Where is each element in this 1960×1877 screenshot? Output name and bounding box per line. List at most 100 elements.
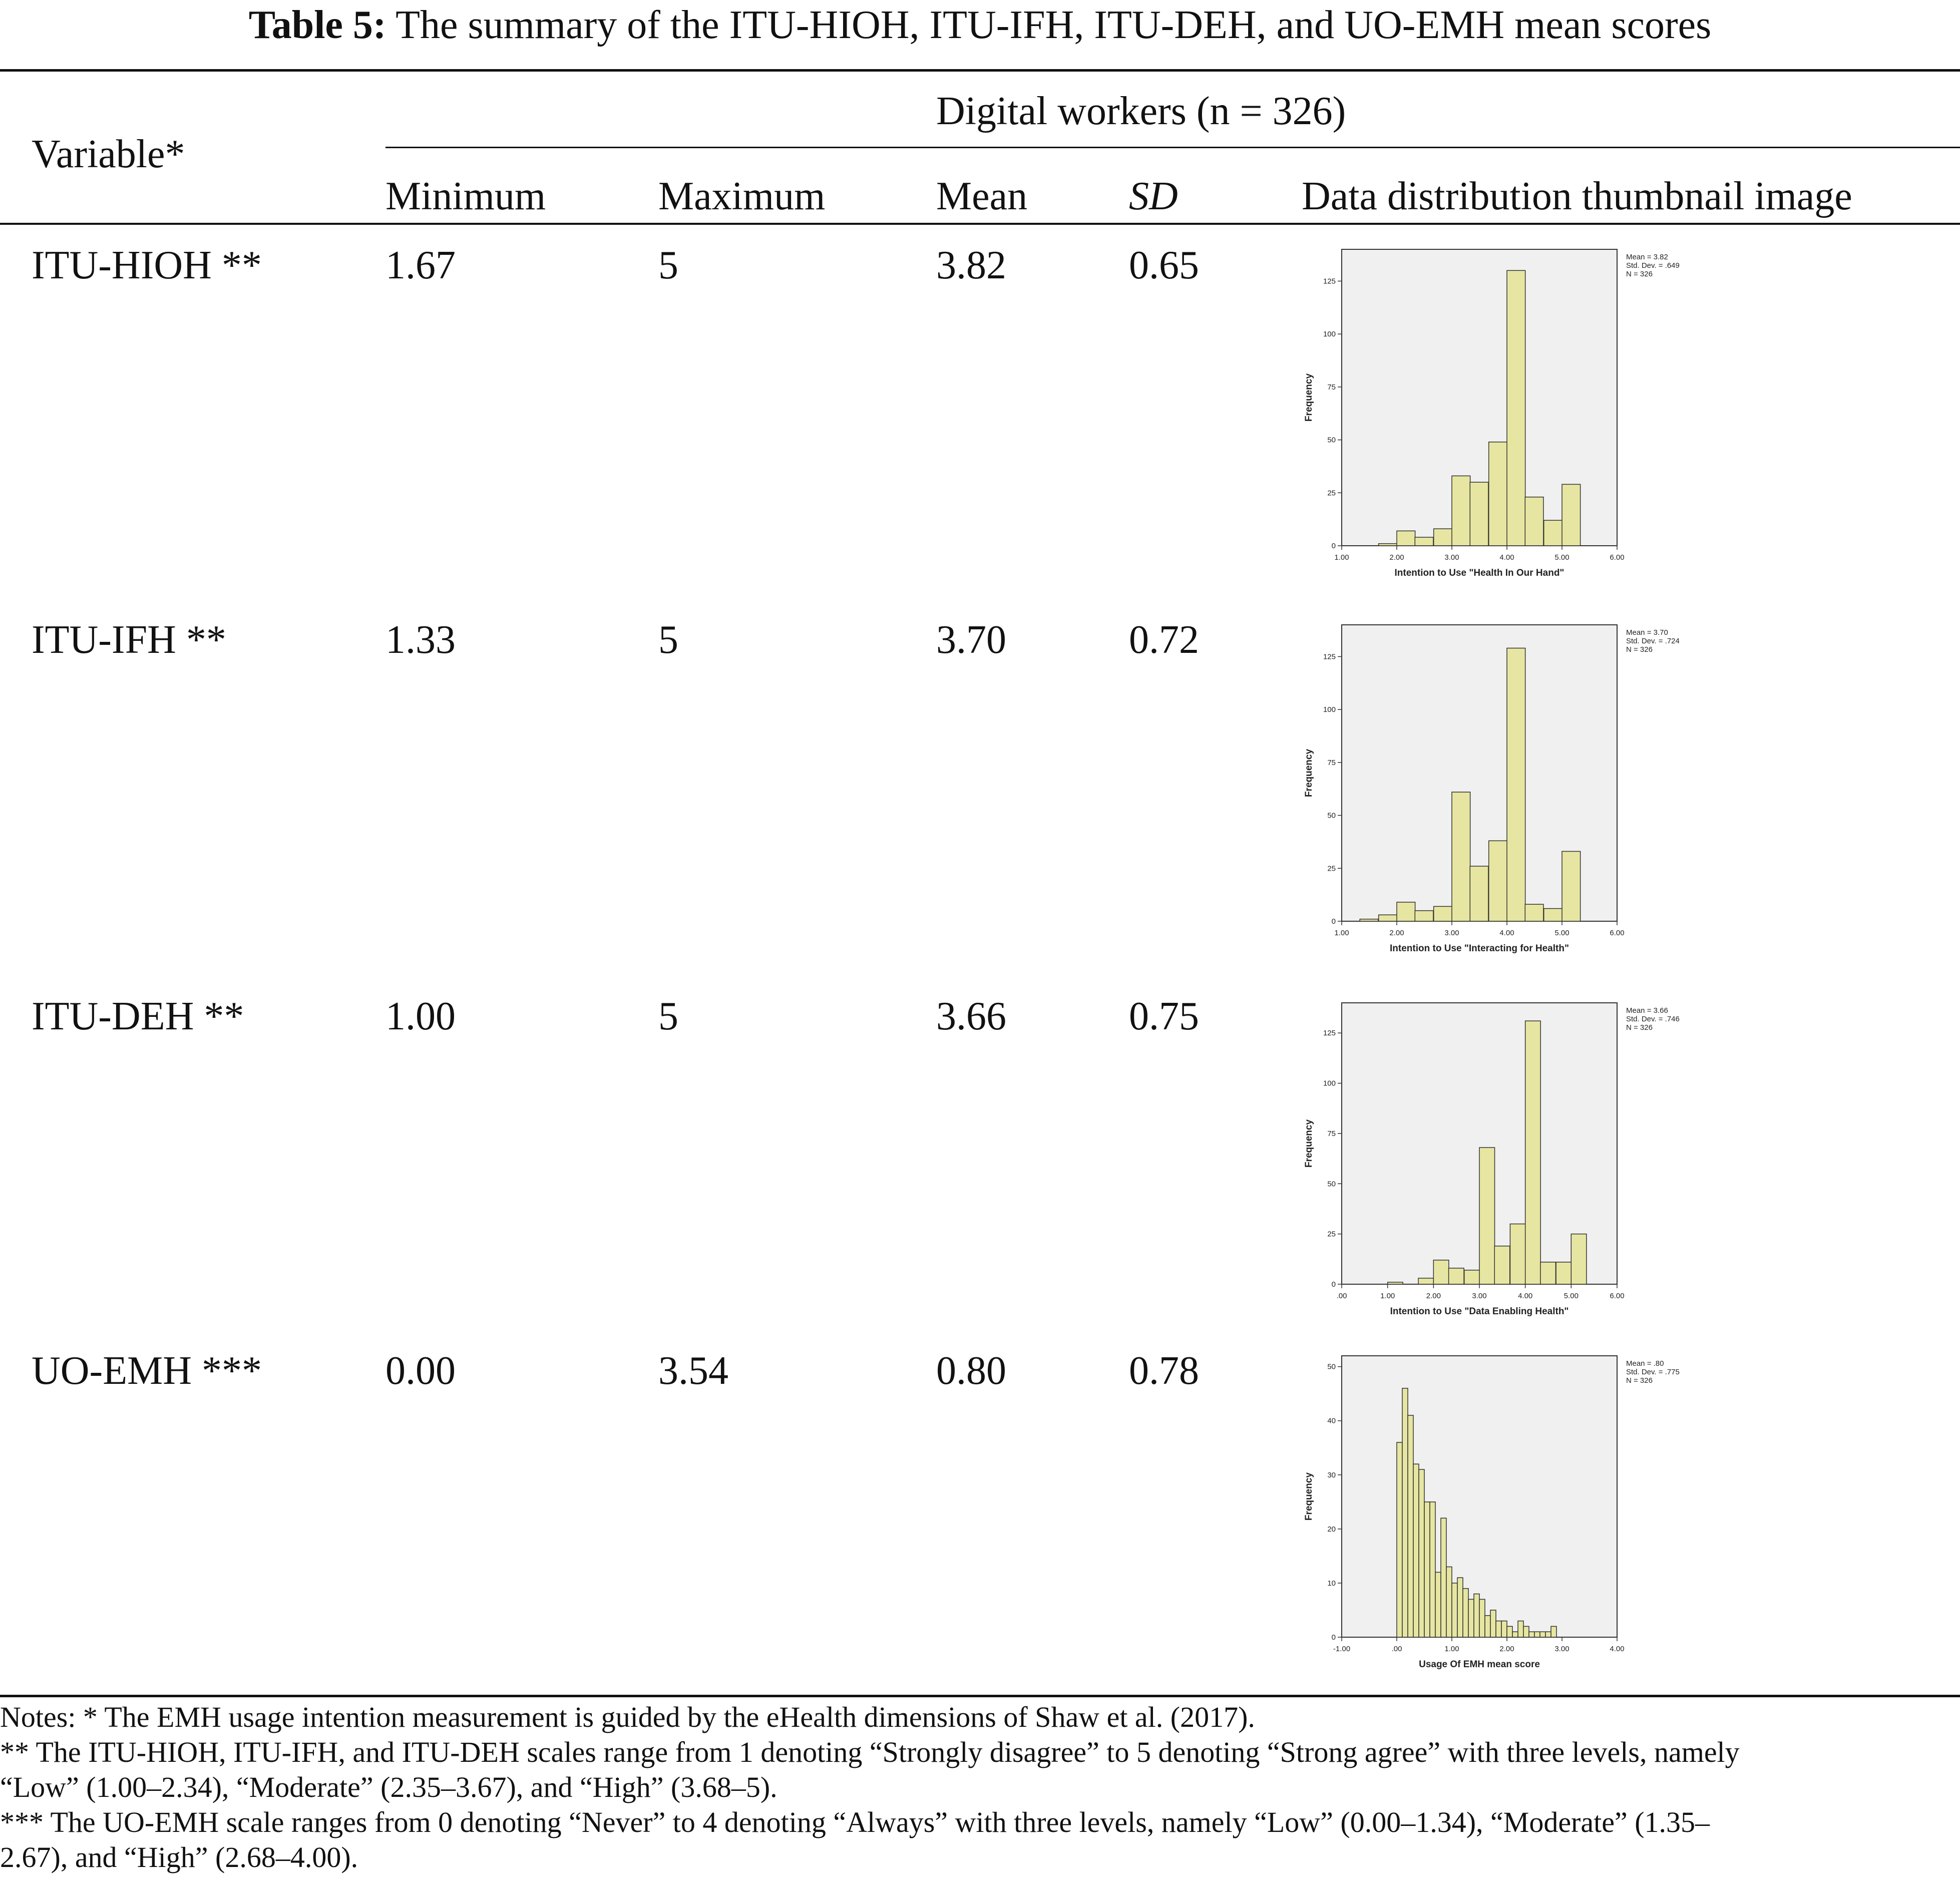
histogram-bar [1543, 908, 1563, 922]
row-mean: 3.82 [936, 243, 1006, 287]
row-minimum: 0.00 [385, 1349, 456, 1393]
table-notes: Notes: * The EMH usage intention measure… [0, 1700, 1960, 1875]
y-tick-label: 100 [1323, 705, 1336, 714]
stats-label: Mean = .80 [1626, 1359, 1664, 1368]
y-tick-label: 50 [1327, 436, 1336, 445]
histogram-bar [1479, 1599, 1485, 1638]
note-line: ** The ITU-HIOH, ITU-IFH, and ITU-DEH sc… [0, 1736, 1740, 1768]
y-tick-label: 40 [1327, 1417, 1336, 1425]
caption-title: The summary of the ITU-HIOH, ITU-IFH, IT… [396, 3, 1712, 47]
histogram-bar [1429, 1501, 1436, 1638]
header-maximum: Maximum [658, 174, 826, 218]
histogram-thumbnail-hioh: 0 25 50 75 100 125 1.00 2.00 3.00 4.00 5.00 6.00 Int… [1297, 245, 1707, 601]
y-tick-label: 20 [1327, 1525, 1336, 1534]
histogram-bar [1418, 1278, 1434, 1285]
histogram-bar [1488, 442, 1508, 546]
histogram-bar [1448, 1268, 1464, 1285]
histogram-bar [1451, 475, 1471, 546]
histogram-bar [1414, 537, 1434, 546]
row-sd: 0.65 [1129, 243, 1199, 287]
x-tick-label: 5.00 [1554, 929, 1569, 937]
histogram-bar [1523, 1626, 1529, 1638]
stats-label: N = 326 [1626, 270, 1653, 278]
x-tick-label: 3.00 [1554, 1645, 1569, 1653]
x-tick-label: 6.00 [1610, 553, 1624, 562]
x-tick-label: 2.00 [1426, 1292, 1441, 1300]
x-tick-label: 5.00 [1564, 1292, 1579, 1300]
y-tick-label: 100 [1323, 1079, 1336, 1088]
histogram-bar [1524, 1020, 1541, 1285]
histogram-bar [1413, 1463, 1419, 1638]
histogram-bar [1540, 1262, 1556, 1285]
row-minimum: 1.33 [385, 618, 456, 662]
header-sd: SD [1129, 174, 1178, 218]
x-axis-label: Usage Of EMH mean score [1419, 1659, 1540, 1670]
histogram-bar [1387, 1282, 1403, 1285]
histogram-bar [1490, 1610, 1496, 1638]
y-tick-label: 25 [1327, 489, 1336, 497]
x-tick-label: -1.00 [1333, 1645, 1350, 1653]
x-tick-label: 2.00 [1389, 929, 1404, 937]
x-axis-label: Intention to Use "Health In Our Hand" [1395, 568, 1564, 578]
histogram-bar [1424, 1501, 1430, 1638]
row-mean: 0.80 [936, 1349, 1006, 1393]
histogram-bar [1506, 647, 1526, 922]
note-line: Notes: * The EMH usage intention measure… [0, 1701, 1255, 1733]
histogram-bar [1396, 902, 1416, 922]
row-maximum: 5 [658, 618, 678, 662]
top-rule [0, 69, 1960, 72]
y-tick-label: 50 [1327, 1363, 1336, 1371]
y-tick-label: 75 [1327, 1130, 1336, 1138]
histogram-bar [1488, 840, 1508, 922]
histogram-bar [1473, 1593, 1480, 1638]
y-tick-label: 75 [1327, 383, 1336, 392]
y-tick-label: 75 [1327, 759, 1336, 767]
x-tick-label: 3.00 [1444, 929, 1459, 937]
stats-label: Mean = 3.70 [1626, 628, 1668, 637]
stats-label: Std. Dev. = .649 [1626, 261, 1680, 270]
y-tick-label: 125 [1323, 652, 1336, 661]
histogram-svg: 0 10 20 30 40 50 -1.00 .00 1.00 2.00 3.00 4.00 Usage… [1304, 1355, 1680, 1670]
histogram-bar [1462, 1588, 1469, 1638]
histogram-bar [1495, 1620, 1502, 1638]
histogram-bar [1359, 919, 1379, 922]
y-axis-label: Frequency [1304, 373, 1314, 422]
histogram-bar [1433, 528, 1453, 546]
histogram-bar [1494, 1245, 1510, 1285]
histogram-bar [1433, 906, 1453, 922]
histogram-bar [1561, 484, 1581, 546]
y-tick-label: 10 [1327, 1579, 1336, 1588]
histogram-bar [1543, 520, 1563, 546]
histogram-bar [1539, 1631, 1546, 1638]
histogram-bar [1501, 1620, 1507, 1638]
x-tick-label: 1.00 [1380, 1292, 1395, 1300]
x-tick-label: 4.00 [1499, 929, 1514, 937]
histogram-bar [1469, 866, 1489, 922]
row-maximum: 5 [658, 243, 678, 287]
histogram-bar [1571, 1233, 1587, 1285]
histogram-bar [1506, 1626, 1513, 1638]
histogram-bar [1524, 496, 1544, 546]
note-line: 2.67), and “High” (2.68–4.00). [0, 1841, 358, 1873]
histogram-bar [1464, 1270, 1480, 1285]
x-tick-label: 1.00 [1444, 1645, 1459, 1653]
row-mean: 3.66 [936, 994, 1006, 1038]
note-line: “Low” (1.00–2.34), “Moderate” (2.35–3.67… [0, 1771, 777, 1803]
histogram-bar [1378, 543, 1398, 546]
y-tick-label: 25 [1327, 1230, 1336, 1239]
x-tick-label: 2.00 [1499, 1645, 1514, 1653]
x-tick-label: 3.00 [1472, 1292, 1486, 1300]
histogram-bar [1469, 482, 1489, 546]
y-tick-label: 0 [1332, 1280, 1336, 1289]
histogram-svg: 0 25 50 75 100 125 1.00 2.00 3.00 4.00 5.00 6.00 Int… [1304, 624, 1680, 954]
histogram-bar [1414, 910, 1434, 922]
x-tick-label: 4.00 [1610, 1645, 1624, 1653]
row-variable: ITU-DEH ** [32, 994, 244, 1038]
bottom-rule [0, 1695, 1960, 1697]
y-tick-label: 125 [1323, 1029, 1336, 1037]
histogram-bar [1396, 1442, 1403, 1638]
stats-label: N = 326 [1626, 645, 1653, 654]
note-line: *** The UO-EMH scale ranges from 0 denot… [0, 1806, 1710, 1838]
x-tick-label: 3.00 [1444, 553, 1459, 562]
header-rule [0, 223, 1960, 225]
